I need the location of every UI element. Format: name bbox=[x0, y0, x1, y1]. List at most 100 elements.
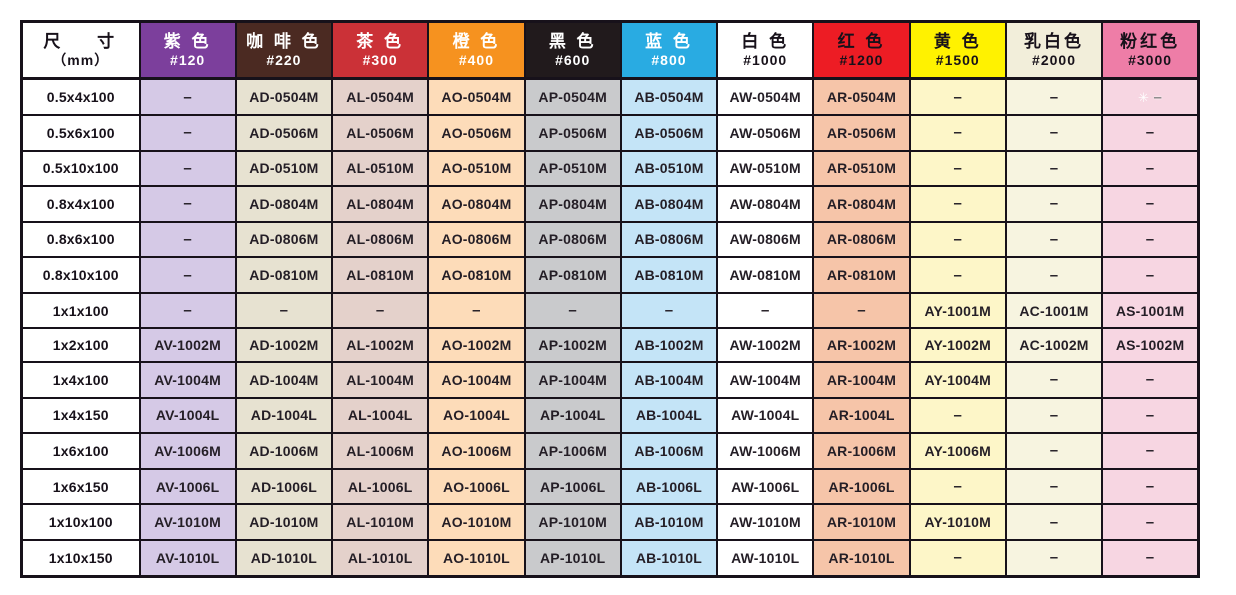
product-code-cell: AR-1002M bbox=[812, 327, 911, 364]
product-code-cell: AO-0810M bbox=[427, 256, 526, 294]
dash: – bbox=[953, 195, 963, 213]
product-code-cell: AO-1006M bbox=[427, 432, 526, 470]
dash: – bbox=[568, 302, 577, 320]
dash-cell: – bbox=[619, 291, 719, 330]
product-code-cell: AR-0506M bbox=[812, 114, 911, 152]
table-row: 1x6x150 AV-1006L AD-1006L AL-1006L AO-1006L A… bbox=[20, 467, 1200, 506]
size-cell: 1x4x150 bbox=[20, 396, 141, 435]
product-code-cell: AB-1010M bbox=[619, 503, 719, 541]
product-code-cell: AO-0510M bbox=[427, 149, 526, 188]
dash: – bbox=[953, 478, 963, 496]
color-column-header-400: 橙 色 #400 bbox=[427, 20, 526, 80]
product-code-cell: AL-1010M bbox=[331, 503, 430, 541]
product-code-cell: AL-0806M bbox=[331, 220, 430, 259]
dash-cell: – bbox=[908, 538, 1007, 578]
product-code-cell: AO-0806M bbox=[427, 220, 526, 259]
dash: – bbox=[1049, 266, 1059, 284]
product-code-cell: AY-1010M bbox=[908, 503, 1007, 541]
dash: – bbox=[472, 302, 481, 320]
product-code-cell: AV-1004L bbox=[138, 396, 237, 435]
dash: – bbox=[1145, 478, 1155, 496]
product-code-cell: AP-1004M bbox=[523, 361, 622, 399]
dash: – bbox=[1049, 513, 1059, 531]
product-code-cell: AO-1010L bbox=[427, 538, 526, 578]
product-code-cell: AR-1006M bbox=[812, 432, 911, 470]
dash-cell: – bbox=[1004, 396, 1104, 435]
dash-cell: – bbox=[908, 185, 1007, 223]
product-code-cell: AP-1006M bbox=[523, 432, 622, 470]
dash-cell: – bbox=[1101, 467, 1200, 506]
product-code-cell: AW-1006M bbox=[716, 432, 815, 470]
product-code-cell: AR-1004L bbox=[812, 396, 911, 435]
size-cell: 1x2x100 bbox=[20, 327, 141, 364]
dash-cell: – bbox=[1004, 467, 1104, 506]
product-code-cell: AY-1006M bbox=[908, 432, 1007, 470]
dash: – bbox=[1049, 406, 1059, 424]
dash-cell: – bbox=[427, 291, 526, 330]
table-row: 1x10x150 AV-1010L AD-1010L AL-1010L AO-1010L… bbox=[20, 538, 1200, 578]
product-code-cell: AR-0806M bbox=[812, 220, 911, 259]
table-row: 1x4x150 AV-1004L AD-1004L AL-1004L AO-1004L A… bbox=[20, 396, 1200, 435]
product-code-cell: AS-1001M bbox=[1101, 291, 1200, 330]
dash: – bbox=[1145, 513, 1155, 531]
table-row: 1x2x100 AV-1002M AD-1002M AL-1002M AO-1002M A… bbox=[20, 327, 1200, 364]
color-column-header-220: 咖 啡 色 #220 bbox=[234, 20, 334, 80]
product-code-cell: AP-0804M bbox=[523, 185, 622, 223]
dash-cell: – bbox=[812, 291, 911, 330]
product-code-cell: AP-1010M bbox=[523, 503, 622, 541]
dash-cell: – bbox=[908, 396, 1007, 435]
product-table: 尺 寸（mm）紫 色 #120 咖 啡 色 #220 茶 色 #300 橙 色 #400 黑 色… bbox=[20, 20, 1200, 578]
product-code-cell: AW-0510M bbox=[716, 149, 815, 188]
dash-cell: – bbox=[1004, 77, 1104, 116]
product-code-cell: AW-1006L bbox=[716, 467, 815, 506]
color-name-label: 乳白色 bbox=[1024, 31, 1085, 51]
size-cell: 1x4x100 bbox=[20, 361, 141, 399]
dash: – bbox=[1049, 88, 1059, 106]
size-cell: 1x6x100 bbox=[20, 432, 141, 470]
product-code-cell: AR-0510M bbox=[812, 149, 911, 188]
dash-cell: – bbox=[908, 114, 1007, 152]
product-code-cell: AO-1004L bbox=[427, 396, 526, 435]
size-title: 尺 寸 bbox=[43, 31, 131, 51]
dash: – bbox=[953, 230, 963, 248]
color-name-label: 橙 色 bbox=[452, 31, 501, 51]
product-code-cell: AB-1010L bbox=[619, 538, 719, 578]
dash: – bbox=[953, 406, 963, 424]
table-row: 0.5x6x100 – AD-0506M AL-0506M AO-0506M AP-050… bbox=[20, 114, 1200, 152]
color-name-label: 白 色 bbox=[741, 31, 790, 51]
color-column-header-800: 蓝 色 #800 bbox=[619, 20, 719, 80]
product-code-cell: AP-1002M bbox=[523, 327, 622, 364]
product-code-cell: AW-0806M bbox=[716, 220, 815, 259]
dash: – bbox=[1145, 195, 1155, 213]
product-code-cell: AW-0804M bbox=[716, 185, 815, 223]
color-column-header-2000: 乳白色 #2000 bbox=[1004, 20, 1104, 80]
dash-cell: – bbox=[138, 149, 237, 188]
product-code-cell: AL-0804M bbox=[331, 185, 430, 223]
product-code-cell: AB-1006M bbox=[619, 432, 719, 470]
dash: – bbox=[664, 302, 674, 320]
table-row: 0.8x4x100 – AD-0804M AL-0804M AO-0804M AP-080… bbox=[20, 185, 1200, 223]
dash-cell: – bbox=[1004, 361, 1104, 399]
color-name-label: 黑 色 bbox=[548, 31, 597, 51]
dash: – bbox=[1145, 406, 1155, 424]
dash: – bbox=[953, 549, 963, 567]
product-code-cell: AL-0504M bbox=[331, 77, 430, 116]
color-column-header-300: 茶 色 #300 bbox=[331, 20, 430, 80]
color-column-header-1500: 黄 色 #1500 bbox=[908, 20, 1007, 80]
product-code-cell: AS-1002M bbox=[1101, 327, 1200, 364]
product-code-cell: AY-1004M bbox=[908, 361, 1007, 399]
product-code-cell: AO-1010M bbox=[427, 503, 526, 541]
grit-number-label: #2000 bbox=[1032, 52, 1076, 69]
dash: – bbox=[1049, 371, 1059, 389]
product-code-cell: AV-1002M bbox=[138, 327, 237, 364]
product-code-cell: AV-1010L bbox=[138, 538, 237, 578]
dash: – bbox=[1049, 478, 1059, 496]
color-name-label: 红 色 bbox=[837, 31, 886, 51]
dash-cell: – bbox=[1004, 256, 1104, 294]
product-code-cell: AD-1006L bbox=[234, 467, 334, 506]
product-code-cell: AD-0810M bbox=[234, 256, 334, 294]
table-row: 0.8x10x100 – AD-0810M AL-0810M AO-0810M AP-08… bbox=[20, 256, 1200, 294]
product-code-cell: AC-1001M bbox=[1004, 291, 1104, 330]
product-code-cell: AR-0810M bbox=[812, 256, 911, 294]
product-code-cell: AD-0806M bbox=[234, 220, 334, 259]
